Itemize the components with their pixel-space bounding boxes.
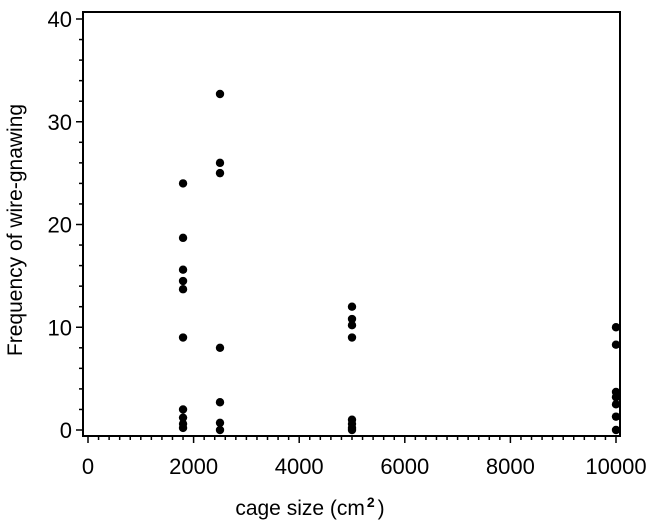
x-axis-ticks (87, 436, 617, 443)
y-tick-label: 30 (48, 110, 72, 135)
y-axis-title: Frequency of wire-gnawing (4, 104, 27, 356)
x-axis-title-superscript: 2 (367, 494, 375, 510)
data-point (215, 418, 225, 428)
data-points (178, 89, 621, 435)
data-point (611, 340, 621, 349)
x-tick-label: 0 (82, 454, 94, 479)
y-tick-label: 20 (48, 213, 72, 238)
data-point (611, 425, 621, 435)
y-tick-label: 40 (48, 7, 72, 32)
x-tick-label: 2000 (169, 454, 218, 479)
data-point (611, 392, 621, 402)
x-axis-title-end: ) (378, 497, 385, 520)
data-point (347, 314, 357, 324)
x-axis-title-text: cage size (cm (235, 497, 365, 520)
x-tick-label: 4000 (275, 454, 324, 479)
y-tick-label: 10 (48, 315, 72, 340)
data-point (178, 233, 188, 243)
data-point (178, 423, 188, 433)
data-point (178, 333, 188, 342)
data-point (611, 400, 621, 409)
data-point (215, 89, 225, 99)
y-tick-label: 0 (60, 418, 72, 443)
data-point (611, 323, 621, 332)
data-point (347, 333, 357, 342)
data-point (178, 265, 188, 274)
data-point (215, 158, 225, 168)
data-point (178, 285, 188, 294)
x-tick-label: 8000 (486, 454, 535, 479)
x-axis-title: cage size (cm 2) (235, 494, 384, 520)
data-point (347, 302, 357, 311)
data-point (215, 168, 225, 178)
data-point (611, 412, 621, 421)
data-point (215, 425, 225, 435)
y-axis-tick-labels: 0 10 20 30 40 (48, 7, 72, 443)
x-tick-label: 10000 (585, 454, 646, 479)
data-point (347, 425, 357, 435)
data-point (215, 398, 225, 407)
y-axis-ticks (76, 18, 83, 431)
data-point (178, 413, 188, 422)
x-axis-tick-labels: 0 2000 4000 6000 8000 10000 (82, 454, 647, 479)
data-point (215, 343, 225, 352)
plot-frame (82, 11, 621, 437)
data-point (178, 276, 188, 286)
data-point (178, 405, 188, 414)
data-point (178, 179, 188, 188)
x-tick-label: 6000 (380, 454, 429, 479)
data-point (347, 320, 357, 330)
